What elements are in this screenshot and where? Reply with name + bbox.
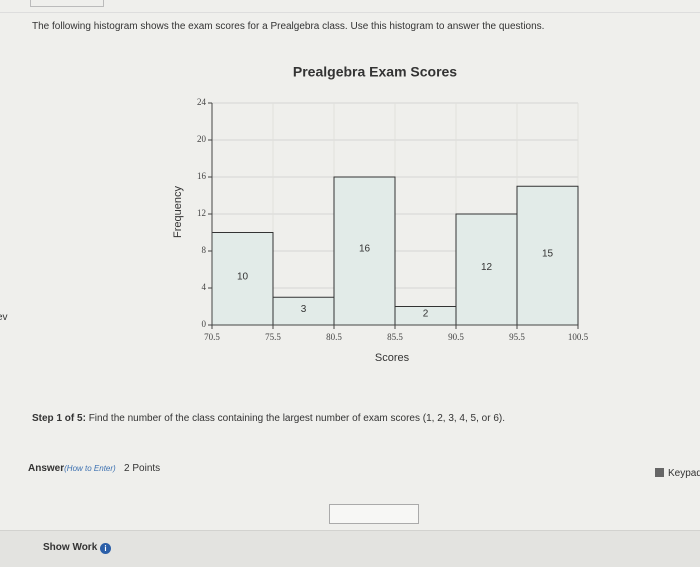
footer <box>0 530 700 567</box>
data-label: 15 <box>542 248 554 259</box>
x-axis-label: Scores <box>375 352 410 364</box>
step-text: Find the number of the class containing … <box>88 413 506 424</box>
keypad-button[interactable]: Keypad <box>655 468 700 479</box>
answer-label: Answer <box>28 463 65 474</box>
bar <box>333 176 396 326</box>
step: Step 1 of 5: Find the number of the clas… <box>32 413 505 424</box>
x-tick-label: 90.5 <box>448 332 464 342</box>
sidebar-text: ev <box>0 312 8 323</box>
show-work[interactable]: Show Work i <box>43 542 112 554</box>
y-tick-label: 20 <box>197 134 207 144</box>
y-tick-label: 8 <box>202 245 207 255</box>
y-tick-label: 16 <box>197 171 207 181</box>
how-to-enter[interactable]: (How to Enter) <box>64 464 116 473</box>
prompt: The following histogram shows the exam s… <box>32 21 545 32</box>
x-tick-label: 75.5 <box>265 332 281 342</box>
top-bar <box>0 0 700 13</box>
step-label: Step 1 of 5: <box>32 413 86 424</box>
x-tick-label: 100.5 <box>568 332 589 342</box>
x-tick-label: 85.5 <box>387 332 403 342</box>
keypad-icon <box>655 468 664 477</box>
info-icon[interactable]: i <box>100 543 112 554</box>
show-work-label: Show Work <box>43 542 98 553</box>
chart: Prealgebra Exam Scores Scores Frequency … <box>172 64 589 364</box>
bar <box>516 185 579 326</box>
y-tick-label: 0 <box>202 319 207 329</box>
answer-row: Answer(How to Enter) 2 Points <box>28 463 160 474</box>
answer-input[interactable] <box>329 504 419 524</box>
bar <box>211 232 274 326</box>
y-tick-label: 4 <box>202 282 207 292</box>
x-tick-label: 70.5 <box>204 332 220 342</box>
data-label: 2 <box>423 308 429 319</box>
x-tick-label: 95.5 <box>509 332 525 342</box>
y-tick-label: 12 <box>197 208 206 218</box>
top-tab <box>30 0 104 7</box>
keypad-label: Keypad <box>668 468 700 479</box>
points: 2 Points <box>124 463 161 474</box>
data-label: 16 <box>359 244 371 255</box>
data-label: 12 <box>481 262 493 273</box>
chart-title: Prealgebra Exam Scores <box>293 64 457 80</box>
data-label: 10 <box>237 271 249 282</box>
y-tick-label: 24 <box>197 97 207 107</box>
y-axis-label: Frequency <box>172 186 184 238</box>
x-tick-label: 80.5 <box>326 332 342 342</box>
data-label: 3 <box>301 304 307 315</box>
